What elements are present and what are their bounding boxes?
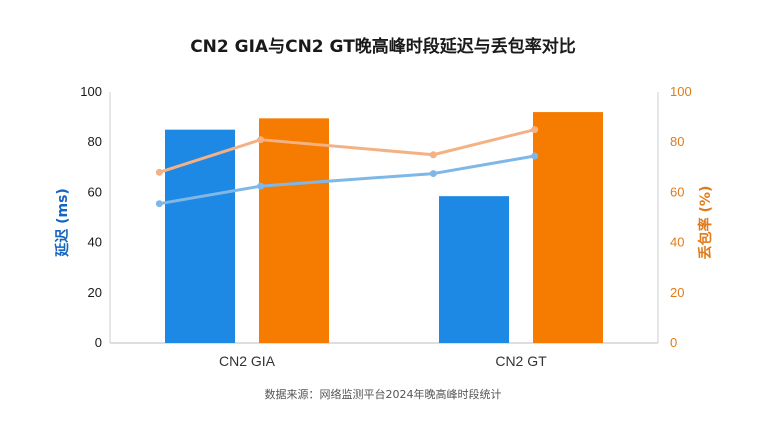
line-point [155, 200, 163, 208]
category-labels: CN2 GIA CN2 GT [219, 353, 547, 369]
y-left-tick-label: 60 [88, 184, 102, 199]
y-left-tick-label: 100 [80, 84, 102, 99]
line-point [531, 126, 539, 134]
y-left-tick-label: 0 [95, 335, 102, 350]
y-right-tick-label: 100 [670, 84, 692, 99]
y-left-tick-label: 20 [88, 285, 102, 300]
line-point [257, 136, 265, 144]
y-right-tick-label: 60 [670, 184, 684, 199]
ticks: 0 20 40 60 80 100 0 20 40 60 80 100 [80, 84, 691, 350]
bars [165, 112, 603, 343]
category-label: CN2 GT [495, 353, 547, 369]
y-right-tick-label: 40 [670, 235, 684, 250]
bar [165, 129, 235, 343]
y-right-tick-label: 0 [670, 335, 677, 350]
series-line [157, 154, 537, 206]
y-left-tick-label: 80 [88, 134, 102, 149]
y-right-tick-label: 80 [670, 134, 684, 149]
y-right-tick-label: 20 [670, 285, 684, 300]
line-point [429, 151, 437, 159]
chart-title: CN2 GIA与CN2 GT晚高峰时段延迟与丢包率对比 [190, 36, 576, 57]
bar [533, 112, 603, 343]
series-line [157, 128, 537, 174]
bar [439, 196, 509, 343]
line-point [155, 168, 163, 176]
line-point [257, 182, 265, 190]
source-note: 数据来源：网络监测平台2024年晚高峰时段统计 [265, 387, 502, 401]
y-left-tick-label: 40 [88, 235, 102, 250]
line-point [429, 170, 437, 178]
y-axis-left-title: 延迟 (ms) [54, 188, 71, 258]
line-point [531, 152, 539, 160]
category-label: CN2 GIA [219, 353, 276, 369]
lines [155, 126, 539, 208]
y-axis-right-title: 丢包率 (%) [697, 186, 714, 260]
bar [259, 118, 329, 343]
